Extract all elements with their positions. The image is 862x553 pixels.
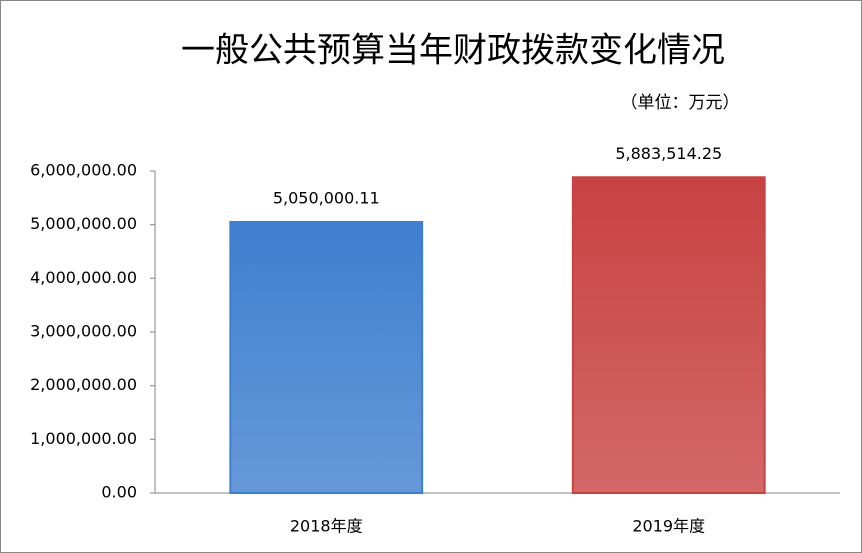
value-label: 5,050,000.11 bbox=[273, 188, 380, 207]
x-tick-label: 2019年度 bbox=[632, 517, 705, 536]
y-tick-label: 5,000,000.00 bbox=[30, 214, 137, 233]
bar bbox=[229, 220, 424, 494]
y-tick-label: 1,000,000.00 bbox=[30, 429, 137, 448]
y-tick-label: 2,000,000.00 bbox=[30, 375, 137, 394]
x-tick-label: 2018年度 bbox=[290, 517, 363, 536]
y-tick-label: 6,000,000.00 bbox=[30, 161, 137, 180]
value-label: 5,883,514.25 bbox=[615, 144, 722, 163]
chart-title: 一般公共预算当年财政拨款变化情况 bbox=[181, 31, 725, 71]
y-tick-label: 4,000,000.00 bbox=[30, 268, 137, 287]
y-tick-label: 3,000,000.00 bbox=[30, 322, 137, 341]
y-tick-label: 0.00 bbox=[101, 483, 137, 502]
bar bbox=[571, 176, 766, 494]
chart-subtitle: （单位：万元） bbox=[621, 93, 740, 113]
